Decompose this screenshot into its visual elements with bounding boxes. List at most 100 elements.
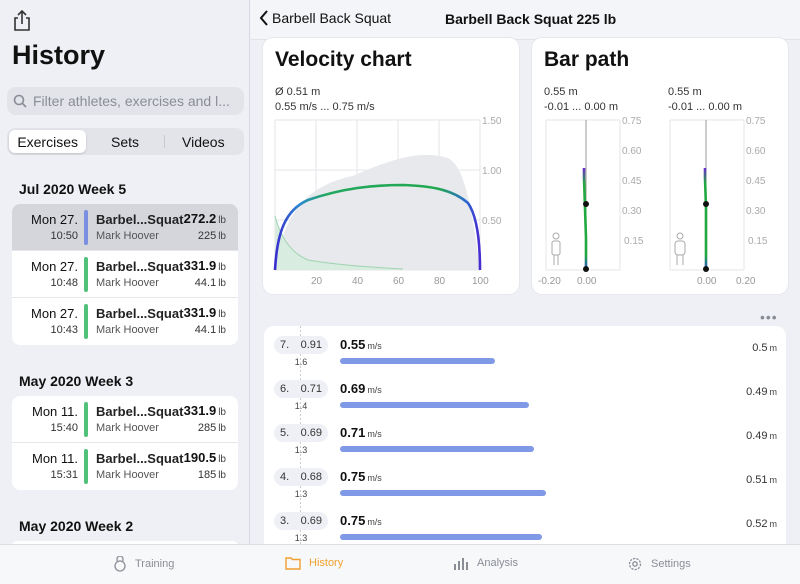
rep-row[interactable]: 6. 0.71 1.4 0.69 m/s 0.49 m <box>264 376 786 420</box>
history-group <box>12 541 238 544</box>
history-row[interactable]: Mon 27. 10:48 Barbel...Squat Mark Hoover… <box>12 251 238 298</box>
rep-badge: 5. 0.69 <box>274 424 328 442</box>
rep-badge: 6. 0.71 <box>274 380 328 398</box>
week-header: May 2020 Week 3 <box>19 373 134 389</box>
row-athlete: Mark Hoover <box>96 469 159 481</box>
velocity-chart: 20 40 60 80 100 1.50 1.00 0.50 <box>273 116 502 287</box>
bar-path-left-marker <box>583 266 589 272</box>
row-day: Mon 27. <box>31 212 78 227</box>
person-icon <box>551 232 561 265</box>
tab-label: History <box>309 557 344 569</box>
rep-value: 0.71 <box>300 383 322 395</box>
history-row[interactable]: Mon 27. 10:43 Barbel...Squat Mark Hoover… <box>12 298 238 345</box>
row-day: Mon 11. <box>31 404 78 419</box>
x-tick-label: 0.00 <box>577 276 597 287</box>
segmented-control: Exercises Sets Videos <box>7 128 244 155</box>
row-exercise: Barbel...Squat <box>96 306 184 321</box>
person-icon <box>674 232 686 265</box>
row-time: 10:50 <box>50 230 78 242</box>
person-icon-head <box>676 232 684 240</box>
tab-analysis[interactable]: Analysis <box>453 556 518 570</box>
row-color-bar <box>84 257 88 292</box>
history-row[interactable]: Mon 11. 15:31 Barbel...Squat Mark Hoover… <box>12 443 238 490</box>
velocity-avg-distance: Ø 0.51 m <box>275 86 321 98</box>
rep-distance: 0.49 m <box>746 386 777 398</box>
row-exercise: Barbel...Squat <box>96 259 184 274</box>
rep-value: 0.69 <box>300 515 322 527</box>
person-icon-body <box>674 240 686 256</box>
bar-path-card: Bar path 0.55 m -0.01 ... 0.00 m 0.55 m … <box>532 38 788 294</box>
tab-history[interactable]: History <box>285 556 343 570</box>
x-tick-label: -0.20 <box>538 276 561 287</box>
row-color-bar <box>84 402 88 437</box>
row-time: 15:40 <box>50 422 78 434</box>
rep-distance: 0.49 m <box>746 430 777 442</box>
share-icon[interactable] <box>12 10 32 32</box>
more-options-icon[interactable]: ••• <box>760 309 778 325</box>
row-day: Mon 27. <box>31 306 78 321</box>
rep-distance: 0.52 m <box>746 518 777 530</box>
bar-path-title: Bar path <box>544 48 630 71</box>
y-tick-label: 1.00 <box>482 166 502 177</box>
row-weight-sub: 185 lb <box>197 469 226 481</box>
row-weight-sub: 285 lb <box>197 422 226 434</box>
tab-settings[interactable]: Settings <box>627 556 691 572</box>
person-icon-head <box>552 232 560 240</box>
rep-number: 5. <box>280 427 290 439</box>
x-tick-label: 0.20 <box>736 276 756 287</box>
rep-velocity-bar <box>340 490 546 496</box>
rep-sub-value: 1.3 <box>294 445 308 455</box>
week-header: Jul 2020 Week 5 <box>19 181 127 197</box>
page-title: History <box>12 40 106 70</box>
rep-velocity-bar <box>340 446 534 452</box>
rep-sub-value: 1.6 <box>294 357 308 367</box>
y-tick-label: 0.60 <box>622 146 642 157</box>
rep-row[interactable]: 3. 0.69 1.3 0.75 m/s 0.52 m <box>264 508 786 544</box>
segment-exercises[interactable]: Exercises <box>9 130 87 153</box>
segment-videos[interactable]: Videos <box>182 133 225 150</box>
kettlebell-icon <box>114 556 126 572</box>
sidebar: History Filter athletes, exercises and l… <box>0 0 250 544</box>
y-tick-label: 0.30 <box>622 206 642 217</box>
x-tick-label: 100 <box>472 276 489 287</box>
velocity-range-band <box>275 154 480 270</box>
search-input[interactable]: Filter athletes, exercises and l... <box>7 87 244 115</box>
row-exercise: Barbel...Squat <box>96 404 184 419</box>
history-row[interactable]: Mon 11. 15:40 Barbel...Squat Mark Hoover… <box>12 396 238 443</box>
bar-path-left-marker <box>583 201 589 207</box>
history-row[interactable]: Mon 27. 10:50 Barbel...Squat Mark Hoover… <box>12 204 238 251</box>
reps-list: 7. 0.91 1.6 0.55 m/s 0.5 m 6. 0.71 1.4 0.69 m/s 0.49… <box>264 326 786 544</box>
back-button[interactable]: Barbell Back Squat <box>259 10 391 26</box>
bar-path-left-distance: 0.55 m <box>544 86 578 98</box>
segment-sets[interactable]: Sets <box>110 133 139 150</box>
y-tick-label: 1.50 <box>482 116 502 127</box>
segment-divider <box>163 135 165 148</box>
rep-row[interactable]: 4. 0.68 1.3 0.75 m/s 0.51 m <box>264 464 786 508</box>
row-weight-sub: 44.1 lb <box>194 277 226 289</box>
x-tick-label: 60 <box>393 276 405 287</box>
row-athlete: Mark Hoover <box>96 324 159 336</box>
row-exercise: Barbel...Squat <box>96 212 184 227</box>
y-tick-label: 0.45 <box>746 176 766 187</box>
y-tick-label: 0.30 <box>746 206 766 217</box>
detail-header: Barbell Back Squat Barbell Back Squat 22… <box>251 0 800 40</box>
y-tick-label: 0.15 <box>748 236 768 247</box>
acceleration-area <box>275 216 403 270</box>
row-color-bar <box>84 210 88 245</box>
row-athlete: Mark Hoover <box>96 277 159 289</box>
rep-velocity-bar <box>340 402 529 408</box>
row-color-bar <box>84 449 88 484</box>
velocity-range: 0.55 m/s ... 0.75 m/s <box>275 101 375 113</box>
tab-bar: Training History Analysis Settings <box>0 544 800 584</box>
row-time: 10:48 <box>50 277 78 289</box>
search-icon <box>13 94 27 108</box>
tab-training[interactable]: Training <box>113 556 174 572</box>
rep-row[interactable]: 5. 0.69 1.3 0.71 m/s 0.49 m <box>264 420 786 464</box>
rep-row[interactable]: 7. 0.91 1.6 0.55 m/s 0.5 m <box>264 332 786 376</box>
detail-title: Barbell Back Squat 225 lb <box>445 11 617 27</box>
chevron-left-icon <box>259 10 268 26</box>
row-weight-main: 331.9 lb <box>183 403 226 418</box>
row-day: Mon 11. <box>31 451 78 466</box>
row-time: 15:31 <box>50 469 78 481</box>
rep-number: 3. <box>280 515 290 527</box>
